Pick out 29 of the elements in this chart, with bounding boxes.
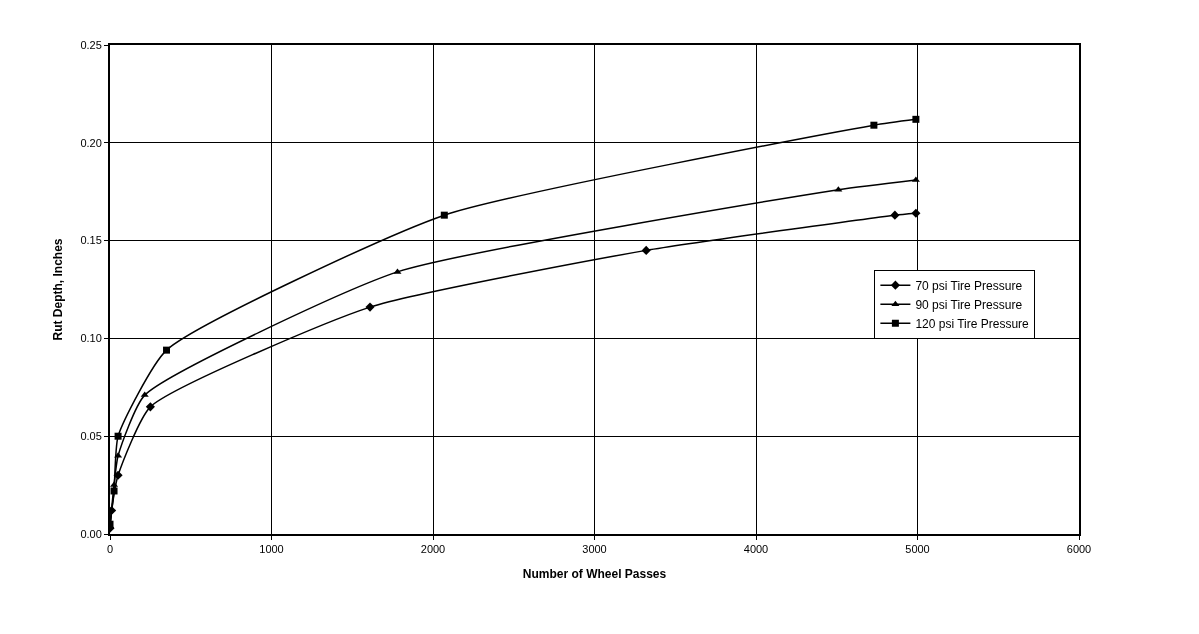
point [641, 245, 651, 255]
y-tick-label: 0.00 [80, 527, 102, 540]
y-tick-label: 0.25 [80, 38, 102, 51]
y-tick-label: 0.10 [80, 332, 102, 345]
x-tick-label: 6000 [1066, 543, 1092, 556]
point [911, 208, 921, 218]
legend-label: 90 psi Tire Pressure [915, 297, 1023, 312]
legend-label: 120 psi Tire Pressure [915, 316, 1030, 331]
point [110, 487, 118, 495]
point [912, 115, 920, 123]
y-tick-label: 0.15 [80, 234, 102, 247]
x-tick-label: 2000 [420, 543, 446, 556]
x-tick-label: 3000 [582, 543, 607, 556]
x-axis-title: Number of Wheel Passes [522, 566, 667, 581]
legend-label: 70 psi Tire Pressure [915, 278, 1023, 293]
point [365, 302, 375, 312]
y-tick-label: 0.20 [80, 136, 102, 149]
point [870, 121, 878, 129]
point [890, 210, 900, 220]
x-tick-label: 0 [106, 543, 114, 556]
point [114, 432, 122, 440]
point [440, 211, 448, 219]
x-tick-label: 5000 [905, 543, 930, 556]
point [163, 346, 171, 354]
x-tick-label: 1000 [259, 543, 284, 556]
point [145, 402, 155, 412]
x-tick-label: 4000 [743, 543, 769, 556]
y-axis-title: Rut Depth, Inches [51, 238, 66, 341]
y-tick-label: 0.05 [80, 430, 102, 443]
